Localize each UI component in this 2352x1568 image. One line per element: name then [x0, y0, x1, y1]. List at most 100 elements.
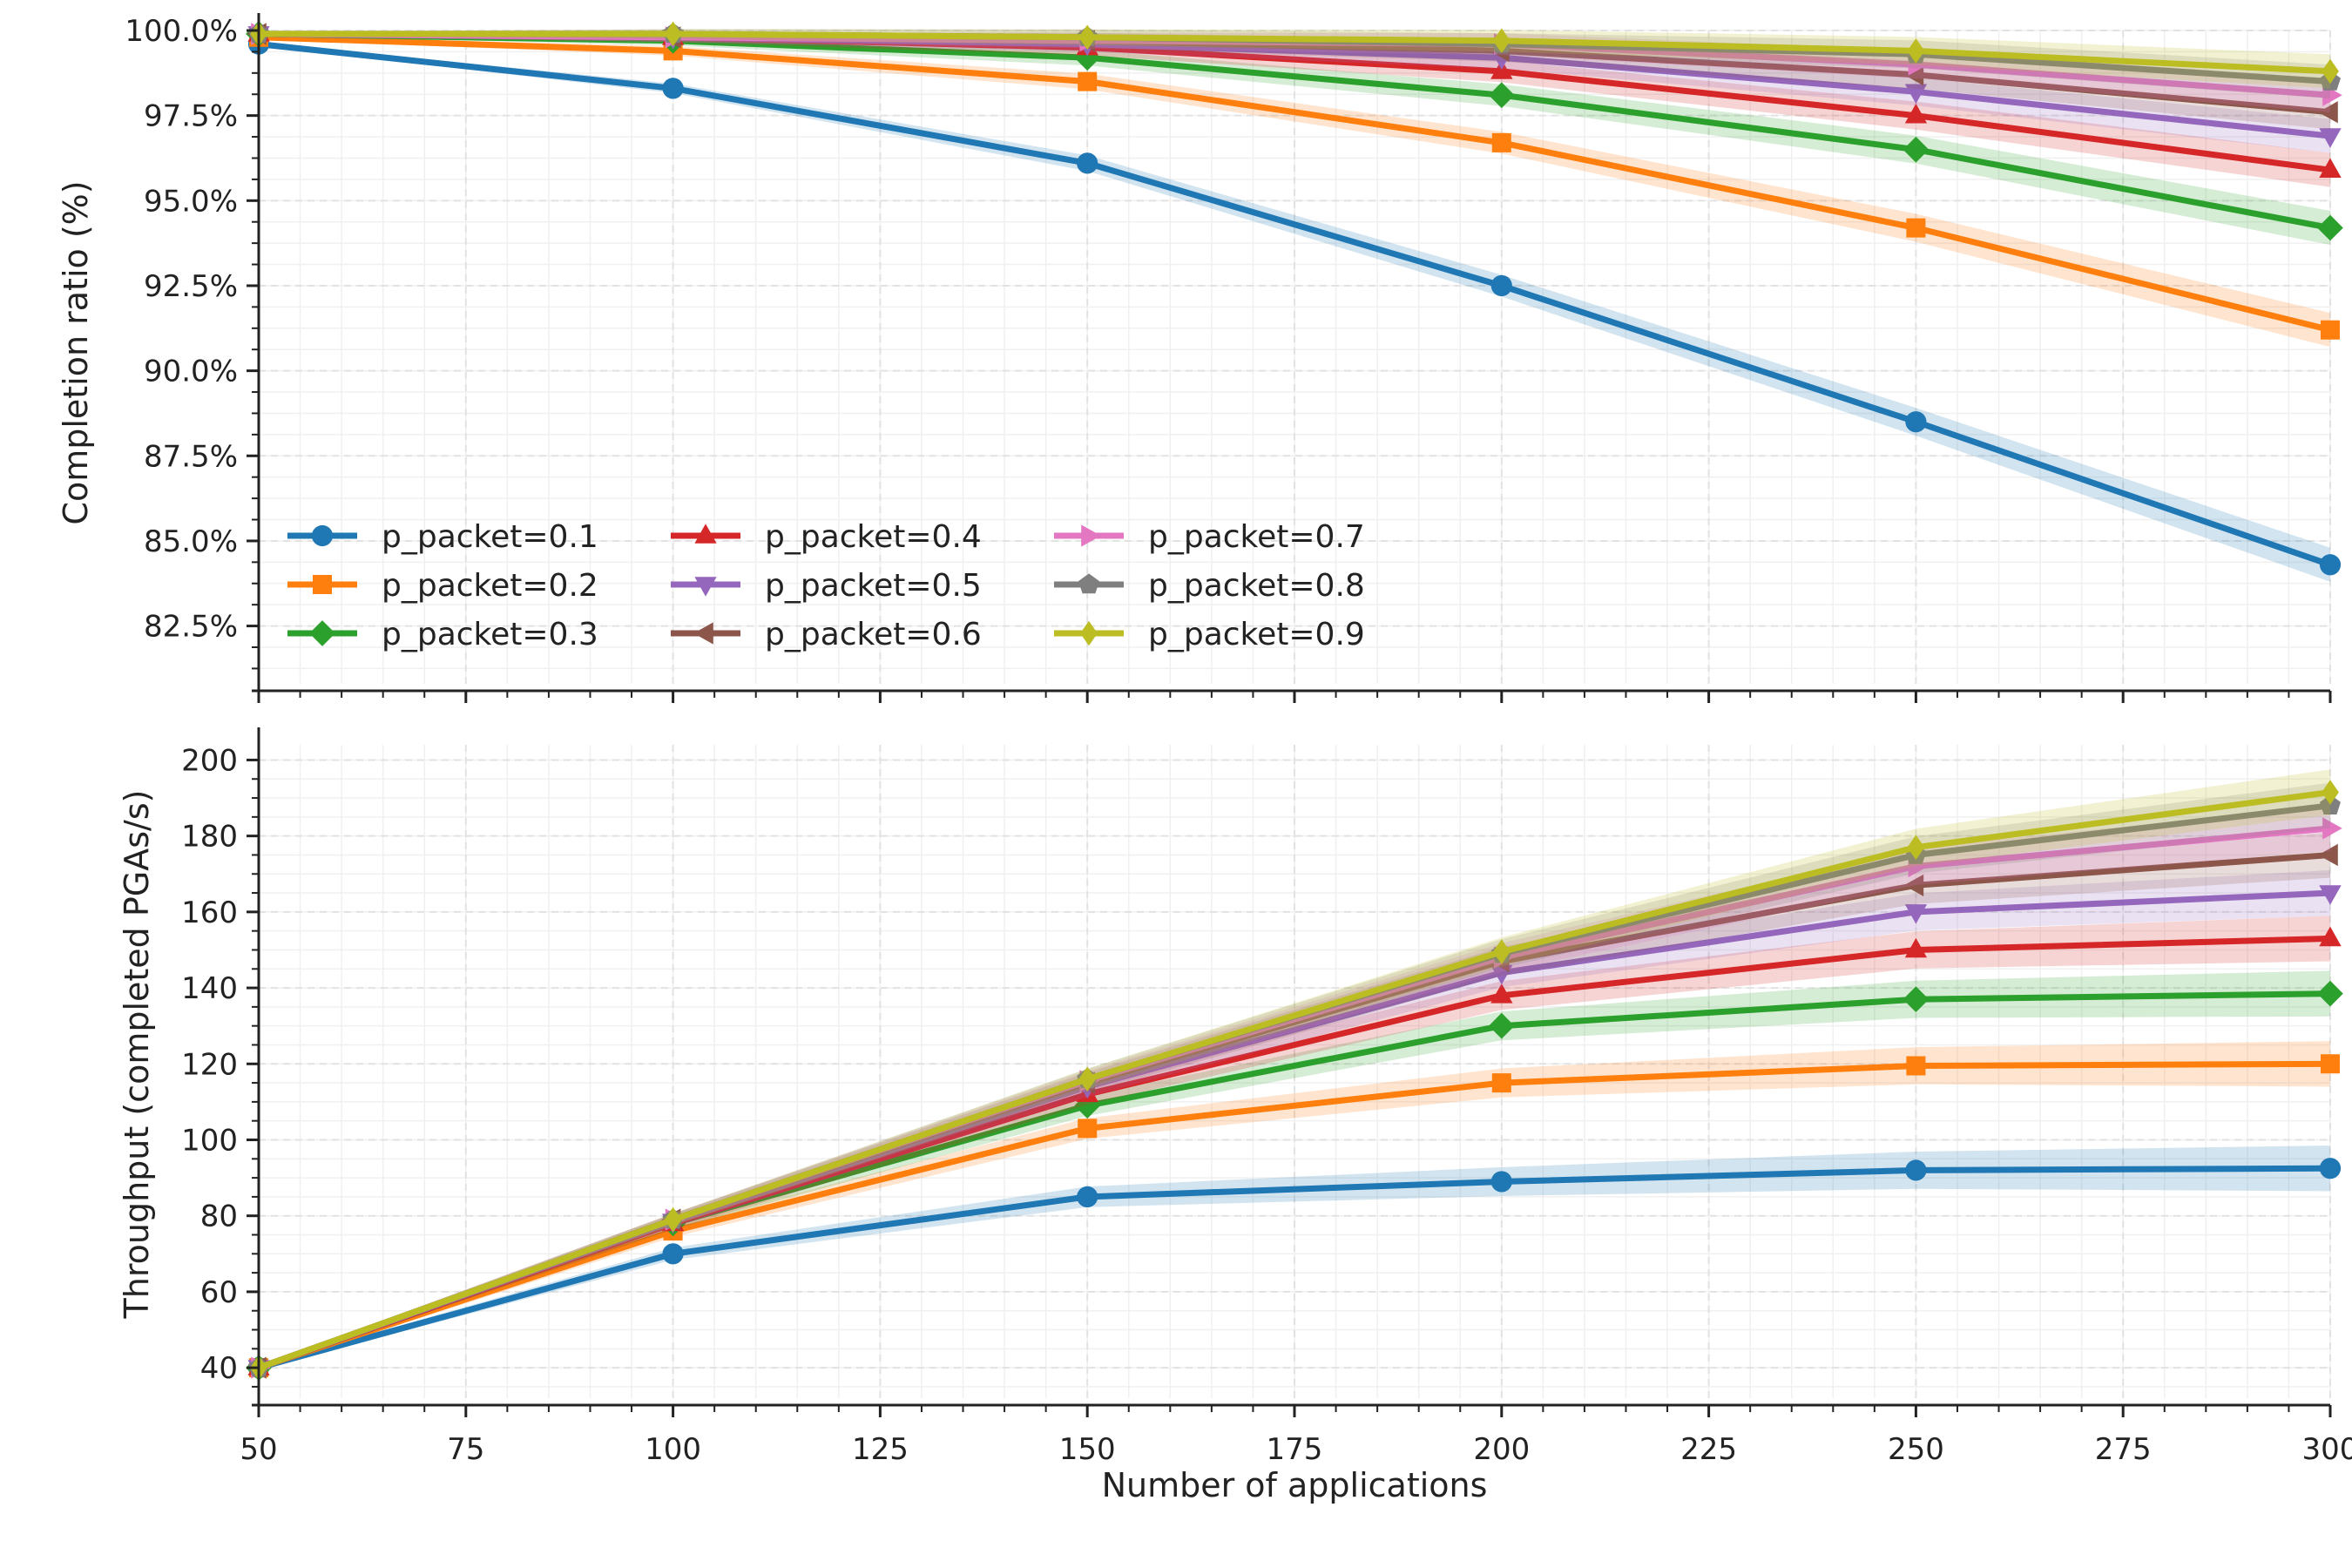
completion-data-point	[1078, 71, 1098, 91]
legend-label: p_packet=0.5	[765, 568, 982, 604]
legend-marker	[313, 575, 332, 594]
completion-series-line	[259, 30, 2331, 75]
completion-data-point	[1492, 28, 1511, 53]
completion-y-tick-label: 92.5%	[144, 269, 238, 304]
legend-entry: p_packet=0.6	[671, 617, 982, 652]
throughput-x-tick-label: 200	[1473, 1432, 1530, 1467]
completion-data-point	[1904, 84, 1928, 105]
completion-y-tick-label: 87.5%	[144, 439, 238, 474]
throughput-data-point	[1904, 937, 1928, 958]
throughput-series-band	[259, 782, 2330, 1370]
legend-entry: p_packet=0.7	[1054, 519, 1365, 555]
throughput-series-line	[257, 789, 2331, 1371]
legend-label: p_packet=0.8	[1148, 568, 1365, 604]
throughput-data-point	[1490, 983, 1513, 1004]
completion-data-point	[1078, 24, 1097, 51]
throughput-series-band	[259, 970, 2330, 1370]
legend-entry: p_packet=0.8	[1054, 568, 1365, 604]
legend: p_packet=0.1 p_packet=0.2 p_packet=0.3 p_pa…	[287, 519, 1365, 652]
throughput-x-tick-label: 175	[1267, 1432, 1323, 1467]
throughput-series-line	[258, 1165, 2331, 1371]
throughput-x-tick-label: 150	[1059, 1432, 1116, 1467]
legend-marker	[311, 524, 334, 547]
throughput-data-point	[1489, 1012, 1515, 1039]
throughput-x-tick-label: 125	[852, 1432, 909, 1467]
throughput-y-axis-label: Throughput (completed PGAs/s)	[118, 790, 156, 1320]
legend-marker	[694, 577, 717, 597]
completion-x-ticks	[257, 691, 2332, 703]
throughput-grid	[258, 745, 2331, 1398]
completion-data-point	[2318, 101, 2338, 124]
throughput-data-point	[2321, 1054, 2340, 1074]
throughput-data-point	[664, 1206, 682, 1233]
completion-series-line	[258, 34, 2331, 334]
throughput-x-tick-label: 100	[645, 1432, 701, 1467]
throughput-y-tick-label: 60	[200, 1275, 238, 1310]
x-axis-label: Number of applications	[1102, 1466, 1488, 1504]
completion-series-9	[250, 21, 2339, 89]
throughput-y-tick-label: 40	[200, 1351, 238, 1386]
throughput-data-point	[1904, 904, 1928, 924]
legend-entry: p_packet=0.2	[287, 568, 598, 604]
throughput-series-line	[257, 1060, 2331, 1371]
completion-data-point	[1490, 274, 1512, 297]
throughput-y-tick-label: 140	[181, 971, 238, 1006]
completion-data-point	[1907, 38, 1925, 64]
completion-data-point	[1906, 218, 1926, 238]
throughput-series-band	[259, 869, 2330, 1370]
legend-marker	[1080, 620, 1098, 646]
throughput-data-point	[1078, 1119, 1098, 1139]
completion-data-point	[2317, 214, 2343, 241]
completion-y-tick-label: 85.0%	[144, 524, 238, 559]
throughput-series-band	[259, 916, 2330, 1370]
throughput-series-band	[259, 832, 2330, 1370]
throughput-series-band	[259, 769, 2330, 1370]
throughput-x-tick-label: 50	[240, 1432, 277, 1467]
completion-y-tick-label: 82.5%	[144, 610, 238, 645]
legend-label: p_packet=0.7	[1148, 519, 1365, 555]
completion-data-point	[2319, 158, 2342, 178]
completion-data-point	[2322, 58, 2339, 84]
throughput-y-tick-label: 160	[181, 896, 238, 930]
completion-y-tick-label: 97.5%	[144, 99, 238, 134]
throughput-data-point	[2319, 1158, 2342, 1179]
throughput-y-tick-label: 200	[181, 743, 238, 778]
legend-label: p_packet=0.9	[1148, 617, 1365, 652]
throughput-data-point	[1492, 939, 1511, 964]
throughput-data-point	[2319, 885, 2342, 905]
throughput-series-band	[259, 805, 2330, 1370]
legend-label: p_packet=0.1	[382, 519, 598, 555]
throughput-data-point	[2317, 980, 2343, 1007]
throughput-y-tick-label: 180	[181, 820, 238, 855]
legend-entry: p_packet=0.5	[671, 568, 982, 604]
legend-marker	[1078, 573, 1099, 594]
completion-y-tick-label: 90.0%	[144, 355, 238, 389]
throughput-data-point	[1077, 1186, 1098, 1207]
completion-data-point	[662, 78, 684, 99]
throughput-x-ticks: 50 75 100 125 150 175 200 225 250 275 300	[240, 1405, 2352, 1467]
throughput-data-point	[2319, 926, 2342, 947]
legend-label: p_packet=0.2	[382, 568, 598, 604]
completion-data-point	[1904, 103, 1928, 124]
completion-series-group	[246, 21, 2343, 582]
throughput-x-tick-label: 300	[2302, 1432, 2352, 1467]
completion-data-point	[2319, 128, 2342, 148]
completion-data-point	[1491, 132, 1511, 152]
legend-marker	[1081, 524, 1101, 547]
throughput-x-tick-label: 225	[1680, 1432, 1737, 1467]
completion-data-point	[1077, 152, 1098, 174]
throughput-data-point	[2318, 843, 2338, 867]
throughput-x-tick-label: 75	[447, 1432, 484, 1467]
throughput-y-tick-label: 100	[181, 1123, 238, 1158]
legend-marker	[693, 622, 713, 645]
throughput-x-tick-label: 275	[2095, 1432, 2152, 1467]
throughput-data-point	[1907, 835, 1925, 860]
completion-series-band	[259, 29, 2330, 89]
throughput-data-point	[1491, 1073, 1511, 1093]
legend-entry: p_packet=0.3	[287, 617, 598, 652]
throughput-data-point	[1490, 1171, 1512, 1193]
throughput-data-point	[1905, 1159, 1927, 1181]
throughput-panel: 40 60 80 100 120 140 160 180 200 50 75 100 125 150 175…	[181, 727, 2352, 1467]
throughput-y-tick-label: 80	[200, 1200, 238, 1234]
